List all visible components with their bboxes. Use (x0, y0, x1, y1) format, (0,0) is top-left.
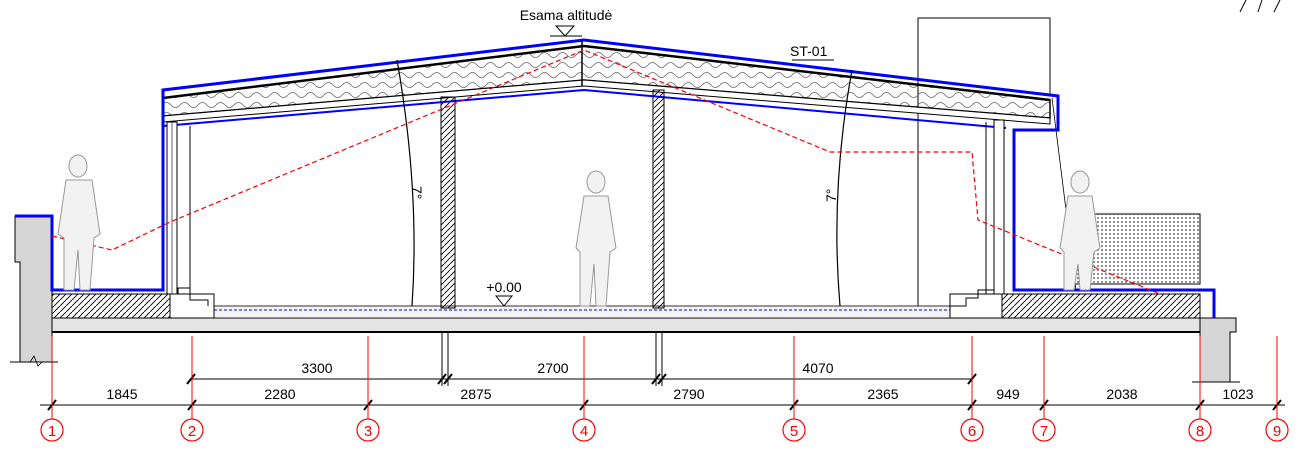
dimension-values-bottom: 1845 2280 2875 2790 2365 949 2038 1023 (106, 386, 1253, 402)
roof-structure (162, 40, 1051, 129)
axis-marker-3: 3 (356, 336, 380, 442)
axis-marker-4: 4 (572, 336, 596, 442)
section-tag: ST-01 (790, 43, 828, 59)
axis-marker-6: 6 (960, 336, 984, 442)
axis-marker-1: 1 (40, 336, 64, 442)
zero-level-marker (494, 295, 514, 307)
dimension-bottom: 2365 (867, 386, 898, 402)
axis-markers: 1 2 3 4 5 6 7 (40, 336, 1289, 442)
human-figure-left (57, 154, 101, 291)
axis-label: 5 (790, 423, 798, 440)
left-ground-layers (51, 287, 215, 319)
axis-marker-7: 7 (1032, 336, 1056, 442)
annotation-labels: Esama altitudė +0.00 ST-01 7° 7° (409, 7, 839, 307)
zero-level-label: +0.00 (486, 279, 522, 295)
building-outline (15, 38, 1216, 318)
human-figure-center (575, 170, 617, 307)
floor-slab (51, 305, 1203, 333)
right-ground-layers (949, 213, 1201, 319)
dimension-bottom: 2790 (673, 386, 704, 402)
scale-figures (57, 154, 1101, 307)
axis-marker-9: 9 (1265, 336, 1289, 442)
dimension-top: 4070 (802, 360, 833, 376)
existing-altitude-marker (554, 25, 576, 37)
axis-marker-5: 5 (782, 336, 806, 442)
slope-label-left: 7° (409, 186, 425, 199)
dimension-top: 3300 (301, 360, 332, 376)
dimension-bottom: 2875 (460, 386, 491, 402)
slope-indicators (396, 59, 853, 307)
axis-label: 4 (580, 423, 588, 440)
axis-label: 2 (188, 423, 196, 440)
axis-label: 1 (48, 423, 56, 440)
axis-label: 7 (1040, 423, 1048, 440)
axis-marker-8: 8 (1188, 336, 1212, 442)
existing-altitude-label: Esama altitudė (520, 7, 613, 23)
dimension-bottom: 2280 (264, 386, 295, 402)
dimension-bottom: 2038 (1106, 386, 1137, 402)
terrain-profile-line (51, 49, 1161, 295)
dimension-bottom: 1023 (1222, 386, 1253, 402)
dimension-bottom: 949 (996, 386, 1020, 402)
axis-label: 3 (364, 423, 372, 440)
cropped-corner-marks (1239, 0, 1281, 13)
axis-label: 6 (968, 423, 976, 440)
dimension-bottom: 1845 (106, 386, 137, 402)
axis-label: 8 (1196, 423, 1204, 440)
dimension-values-top: 3300 2700 4070 (301, 360, 833, 376)
dimension-lines (40, 332, 1285, 412)
dimension-top: 2700 (537, 360, 568, 376)
structural-walls (166, 89, 1005, 309)
slope-label-right: 7° (823, 189, 839, 202)
axis-label: 9 (1273, 423, 1281, 440)
human-figure-right (1059, 170, 1101, 291)
axis-marker-2: 2 (180, 336, 204, 442)
